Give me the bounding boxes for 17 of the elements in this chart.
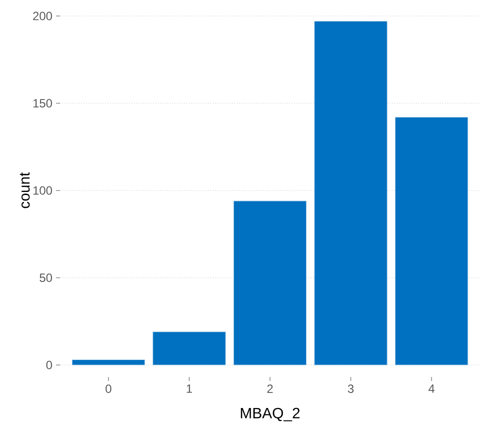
bar xyxy=(152,332,226,366)
x-tick-label: 0 xyxy=(106,384,112,393)
x-tick-label: 3 xyxy=(348,384,354,393)
y-tick-label: 0 xyxy=(46,360,52,370)
bar xyxy=(394,116,468,366)
y-axis-title: count xyxy=(20,172,30,208)
bar xyxy=(314,20,388,366)
x-axis-title: MBAQ_2 xyxy=(240,408,300,422)
y-tick-label: 200 xyxy=(33,12,52,20)
bar xyxy=(72,360,146,366)
bar xyxy=(233,200,307,366)
x-tick-label: 1 xyxy=(186,384,192,393)
y-tick-label: 100 xyxy=(33,186,52,195)
y-tick-label: 50 xyxy=(40,274,52,282)
x-tick-label: 2 xyxy=(267,384,273,393)
y-tick-label: 150 xyxy=(33,99,52,108)
x-tick-label: 4 xyxy=(428,384,435,393)
